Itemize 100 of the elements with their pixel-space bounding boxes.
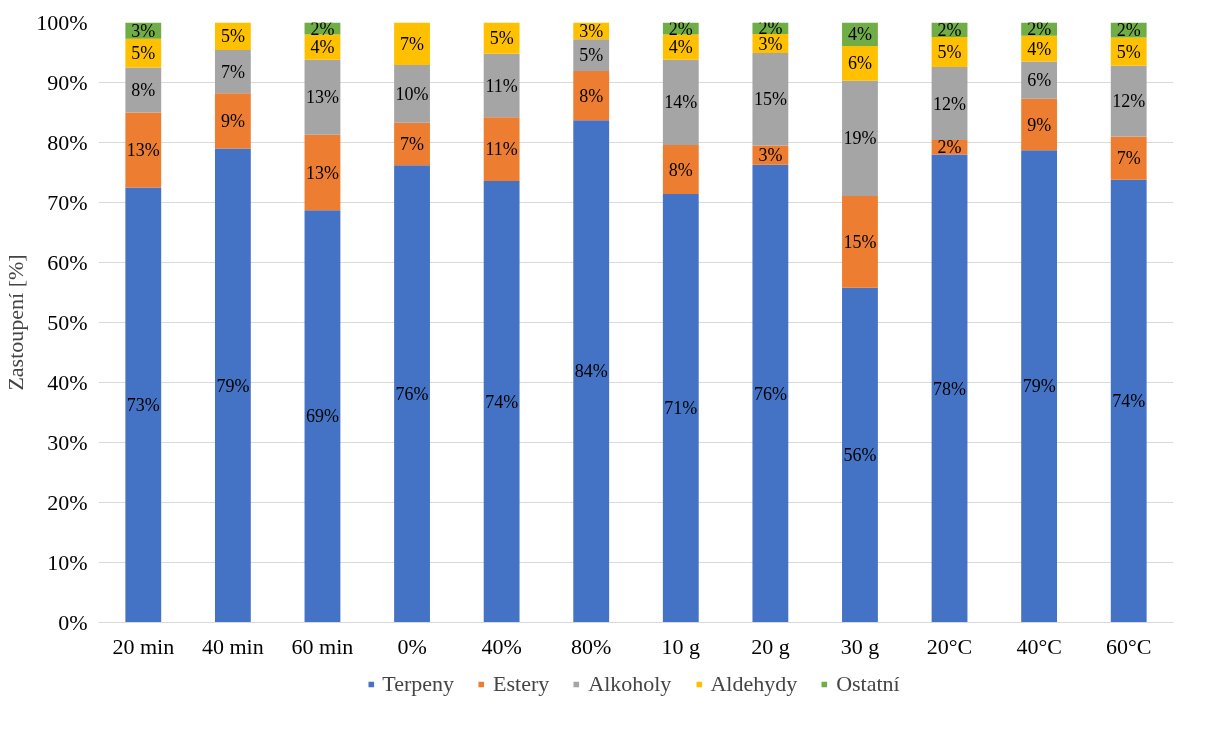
data-label: 2% — [310, 18, 335, 39]
legend-label: Ostatní — [836, 670, 900, 697]
x-tick-label: 20 min — [112, 633, 175, 659]
data-label: 79% — [1022, 376, 1056, 397]
x-tick-label: 80% — [571, 633, 612, 659]
data-label: 5% — [131, 43, 156, 64]
data-label: 8% — [579, 85, 604, 106]
y-tick-label: 60% — [47, 250, 88, 275]
bar — [125, 112, 162, 188]
x-tick-label: 40°C — [1016, 633, 1062, 659]
data-label: 4% — [1027, 38, 1052, 59]
bar — [1021, 150, 1058, 623]
data-label: 2% — [668, 18, 693, 39]
data-label: 2% — [1027, 19, 1052, 40]
data-label: 76% — [753, 383, 787, 404]
x-tick-label: 0% — [397, 633, 427, 659]
data-label: 8% — [668, 159, 693, 180]
data-label: 13% — [305, 87, 339, 108]
data-label: 4% — [847, 24, 872, 45]
bar — [931, 154, 968, 623]
bar — [394, 65, 430, 123]
data-label: 7% — [1116, 148, 1141, 169]
bar — [931, 66, 968, 141]
data-label: 4% — [310, 37, 335, 58]
bar — [752, 164, 789, 623]
bar — [304, 59, 341, 135]
data-label: 84% — [574, 361, 608, 382]
bar — [662, 144, 699, 195]
data-label: 5% — [220, 26, 245, 47]
bar — [573, 71, 610, 121]
y-tick-label: 30% — [47, 430, 88, 455]
data-label: 3% — [758, 145, 783, 166]
data-label: 78% — [933, 378, 967, 399]
data-label: 5% — [489, 28, 514, 49]
data-label: 2% — [1116, 20, 1141, 40]
data-label: 56% — [843, 445, 877, 466]
data-label: 15% — [843, 231, 877, 252]
data-label: 3% — [131, 20, 156, 41]
legend-label: Terpeny — [382, 670, 455, 697]
y-tick-label: 10% — [47, 550, 88, 575]
y-tick-label: 20% — [47, 490, 88, 515]
data-label: 19% — [843, 128, 877, 149]
x-tick-label: 60°C — [1105, 633, 1152, 659]
bar — [573, 120, 610, 623]
data-label: 2% — [937, 137, 962, 158]
bar — [662, 59, 699, 145]
bar — [752, 53, 789, 146]
data-label: 12% — [933, 93, 967, 114]
x-tick-label: 10 g — [661, 633, 701, 659]
data-label: 4% — [668, 37, 693, 58]
data-label: 5% — [1116, 41, 1141, 62]
data-label: 14% — [664, 92, 698, 113]
data-label: 7% — [220, 61, 245, 82]
bar — [1110, 179, 1147, 623]
y-axis-title: Zastoupení [%] — [3, 254, 29, 391]
data-label: 9% — [220, 110, 245, 131]
data-label: 73% — [126, 395, 160, 415]
y-tick-label: 50% — [47, 310, 88, 335]
legend-label: Estery — [493, 670, 550, 697]
x-tick-label: 40 min — [202, 633, 264, 659]
data-label: 5% — [579, 45, 604, 66]
data-label: 12% — [1112, 91, 1146, 112]
bar — [483, 117, 520, 181]
data-label: 5% — [937, 41, 962, 62]
bar — [394, 165, 430, 623]
bar — [1110, 136, 1147, 180]
legend-label: Aldehydy — [710, 670, 798, 697]
legend-label: Alkoholy — [588, 670, 672, 697]
data-label: 6% — [1027, 70, 1052, 91]
bar — [662, 194, 699, 623]
data-label: 74% — [485, 391, 519, 412]
data-label: 3% — [758, 33, 783, 54]
data-label: 13% — [126, 140, 160, 160]
y-tick-label: 100% — [36, 10, 88, 35]
bar — [214, 93, 251, 149]
y-tick-label: 90% — [47, 70, 88, 95]
bar — [842, 80, 878, 196]
x-tick-label: 30 g — [840, 633, 880, 659]
x-tick-label: 60 min — [291, 633, 354, 659]
bar — [842, 287, 878, 623]
bar — [214, 50, 251, 94]
data-label: 7% — [400, 33, 425, 54]
data-label: 11% — [485, 139, 518, 160]
bar — [483, 180, 520, 623]
bar — [483, 53, 520, 118]
bar — [842, 195, 878, 288]
bar — [304, 210, 341, 623]
data-label: 11% — [485, 75, 518, 96]
data-label: 15% — [753, 89, 787, 110]
y-tick-label: 0% — [58, 610, 88, 635]
bar — [125, 187, 162, 623]
data-label: 71% — [664, 398, 698, 419]
data-label: 8% — [131, 80, 156, 100]
bar — [1110, 65, 1147, 137]
data-label: 6% — [847, 53, 872, 74]
data-label: 2% — [937, 19, 962, 40]
data-label: 9% — [1027, 114, 1052, 135]
bar — [1021, 98, 1058, 151]
bar — [214, 148, 251, 623]
data-label: 13% — [305, 162, 339, 183]
